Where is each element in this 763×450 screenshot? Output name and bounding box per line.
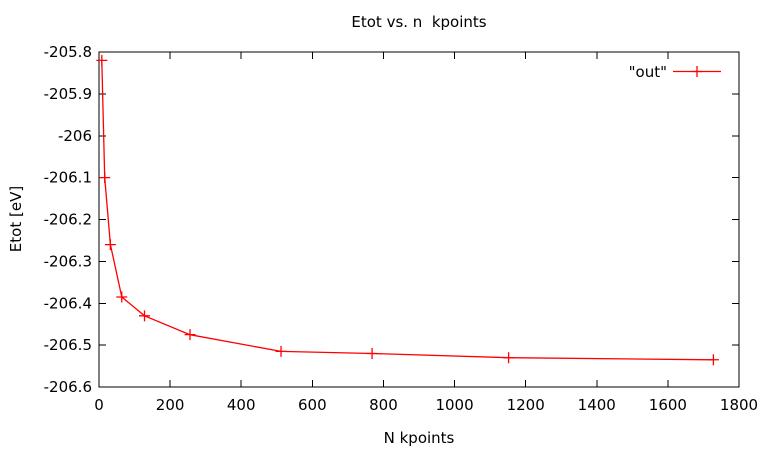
x-tick-label: 600 — [298, 396, 327, 414]
y-tick-label: -206 — [58, 127, 92, 145]
chart-title: Etot vs. n kpoints — [351, 13, 486, 31]
x-tick-label: 1200 — [507, 396, 545, 414]
data-point-marker — [104, 239, 116, 251]
x-tick-label: 800 — [369, 396, 398, 414]
y-tick-label: -205.9 — [44, 85, 92, 103]
y-tick-label: -206.1 — [44, 169, 92, 187]
data-point-marker — [116, 291, 128, 303]
x-tick-label: 1600 — [649, 396, 687, 414]
data-point-marker — [96, 54, 108, 66]
series-line — [101, 60, 714, 361]
y-tick-label: -206.6 — [44, 378, 92, 396]
x-tick-label: 200 — [156, 396, 185, 414]
data-point-marker — [503, 352, 515, 364]
data-point-marker — [275, 345, 287, 357]
x-tick-label: 0 — [94, 396, 104, 414]
legend-plus-marker — [691, 66, 703, 77]
data-point-marker — [99, 172, 111, 184]
data-series — [96, 54, 719, 366]
y-tick-label: -205.8 — [44, 43, 92, 61]
x-tick-label: 1800 — [720, 396, 758, 414]
legend-label: "out" — [629, 63, 667, 81]
data-point-marker — [184, 329, 196, 341]
y-tick-label: -206.4 — [44, 294, 92, 312]
y-axis-label: Etot [eV] — [7, 186, 25, 252]
x-axis-label: N kpoints — [384, 429, 455, 446]
y-tick-label: -206.2 — [44, 211, 92, 229]
x-tick-label: 1000 — [435, 396, 473, 414]
y-tick-label: -206.5 — [44, 336, 92, 354]
y-tick-label: -206.3 — [44, 252, 92, 270]
data-point-marker — [139, 310, 151, 322]
y-axis-ticks: -205.8 -205.9 -206 -206.1 -206.2 -206.3 -206.4… — [44, 43, 739, 396]
legend: "out" — [629, 63, 721, 81]
plot-border — [98, 51, 740, 388]
data-point-marker — [707, 354, 719, 366]
x-axis-ticks: 0 200 400 600 800 1000 1200 1400 1600 1800 — [94, 52, 758, 414]
data-point-marker — [366, 348, 378, 359]
x-tick-label: 1400 — [578, 396, 616, 414]
x-tick-label: 400 — [227, 396, 256, 414]
